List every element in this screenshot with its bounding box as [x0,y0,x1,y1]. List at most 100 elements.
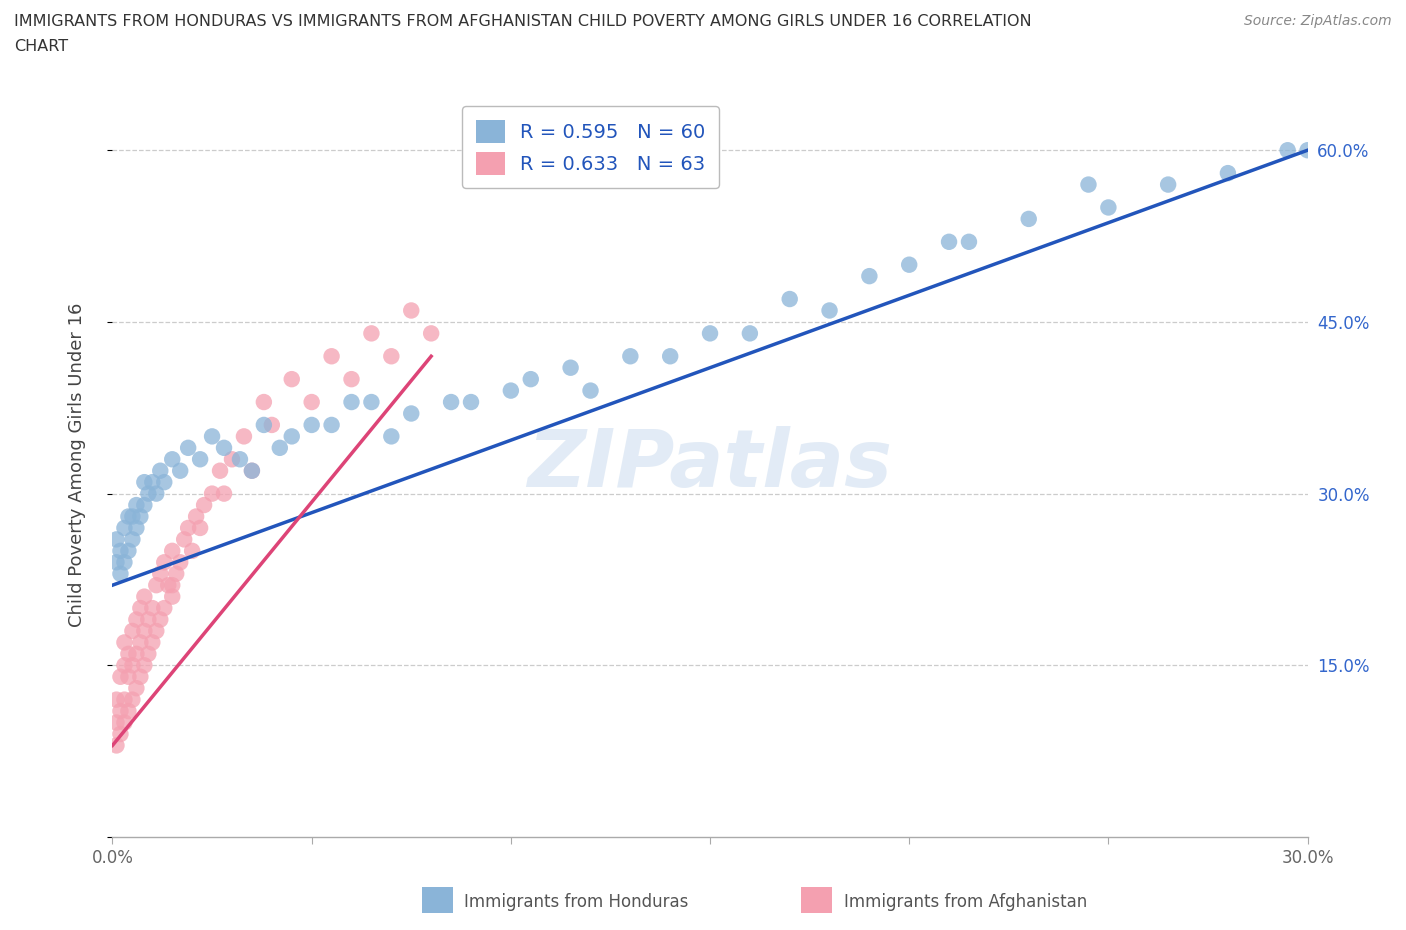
Point [340,372,363,387]
Text: Immigrants from Afghanistan: Immigrants from Afghanistan [844,893,1087,911]
Point [149,463,172,478]
Point [440,394,463,409]
Point [169,463,191,478]
Point [114,521,135,536]
Point [818,303,841,318]
Point [233,429,256,444]
Point [125,521,148,536]
Point [401,303,423,318]
Point [129,670,152,684]
Point [188,521,211,536]
Point [240,463,263,478]
Point [165,566,187,581]
Point [186,509,208,524]
Point [138,486,160,501]
Point [301,418,323,432]
Point [153,601,176,616]
Point [420,326,443,340]
Point [499,383,522,398]
Point [169,555,191,570]
Point [125,498,148,512]
Point [619,349,641,364]
Point [520,372,543,387]
Point [181,543,204,558]
Point [121,692,143,707]
Point [193,498,215,512]
Text: ZIPatlas: ZIPatlas [527,426,893,504]
Point [1216,166,1239,180]
Point [157,578,180,592]
Point [138,612,160,627]
Point [281,372,304,387]
Point [1077,177,1099,192]
Point [149,566,172,581]
Point [134,623,156,638]
Point [105,692,128,707]
Point [173,532,195,547]
Point [858,269,880,284]
Point [134,498,156,512]
Point [141,635,163,650]
Point [145,578,167,592]
Point [125,646,148,661]
Legend: R = 0.595   N = 60, R = 0.633   N = 63: R = 0.595 N = 60, R = 0.633 N = 63 [463,106,718,188]
Point [1296,143,1319,158]
Point [141,601,163,616]
Point [1277,143,1299,158]
Point [1097,200,1119,215]
Point [162,578,183,592]
Point [360,326,382,340]
Point [145,623,167,638]
Point [898,258,921,272]
Point [105,555,128,570]
Point [114,715,135,730]
Point [110,543,132,558]
Point [134,474,156,489]
Point [125,681,148,696]
Point [177,441,200,456]
Point [117,646,139,661]
Point [579,383,602,398]
Point [162,590,183,604]
Point [380,349,402,364]
Point [105,715,128,730]
Point [188,452,211,467]
Point [134,658,156,672]
Point [114,635,135,650]
Point [110,566,132,581]
Point [121,623,143,638]
Point [253,394,276,409]
Point [134,590,156,604]
Point [201,429,224,444]
Point [229,452,252,467]
Point [209,463,232,478]
Point [260,418,283,432]
Point [321,349,343,364]
Point [201,486,224,501]
Point [460,394,482,409]
Point [121,658,143,672]
Text: Immigrants from Honduras: Immigrants from Honduras [464,893,689,911]
Point [738,326,761,340]
Point [125,612,148,627]
Point [114,692,135,707]
Point [699,326,721,340]
Point [114,555,135,570]
Point [129,635,152,650]
Point [281,429,304,444]
Point [321,418,343,432]
Text: IMMIGRANTS FROM HONDURAS VS IMMIGRANTS FROM AFGHANISTAN CHILD POVERTY AMONG GIRL: IMMIGRANTS FROM HONDURAS VS IMMIGRANTS F… [14,14,1032,29]
Point [141,474,163,489]
Point [380,429,402,444]
Point [105,532,128,547]
Point [162,452,183,467]
Point [110,726,132,741]
Point [110,704,132,719]
Point [121,509,143,524]
Point [401,406,423,421]
Point [153,474,176,489]
Point [162,543,183,558]
Point [145,486,167,501]
Point [560,360,582,375]
Point [138,646,160,661]
